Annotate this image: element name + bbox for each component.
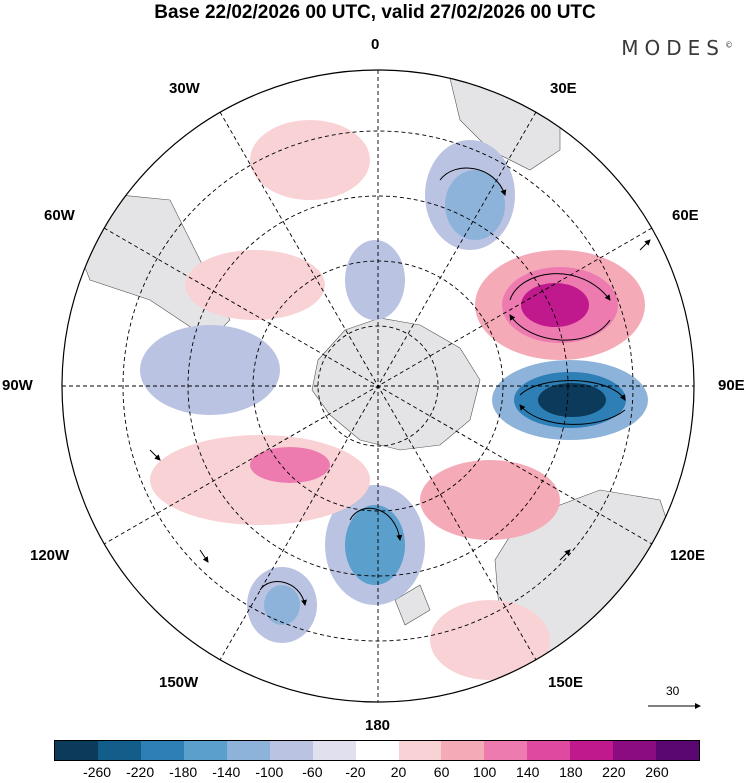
colorbar-tick-label: 220 (602, 764, 626, 780)
colorbar-tick-label: -180 (169, 764, 198, 780)
lon-label-150w: 150W (159, 674, 199, 691)
colorbar-swatch (312, 741, 356, 760)
colorbar-swatch (398, 741, 442, 760)
colorbar-swatch (656, 741, 700, 760)
brand-mark: © (725, 40, 733, 50)
map-border (61, 69, 695, 703)
colorbar-swatch (55, 741, 98, 760)
lon-label-0: 0 (371, 36, 380, 53)
colorbar-swatch (441, 741, 485, 760)
modes-logo: MODES© (621, 36, 733, 60)
colorbar-tick-label: -100 (255, 764, 284, 780)
colorbar-swatch (527, 741, 571, 760)
colorbar-tick-label: 140 (516, 764, 540, 780)
colorbar-swatch (613, 741, 657, 760)
colorbar-tick-label: -260 (83, 764, 112, 780)
wind-vectors (99, 119, 651, 606)
colorbar-swatch (570, 741, 614, 760)
lon-label-180: 180 (365, 717, 391, 734)
vector-reference: 30 (644, 684, 706, 716)
colorbar-tick-label: -140 (212, 764, 241, 780)
lon-label-120e: 120E (670, 547, 706, 564)
lon-label-60w: 60W (44, 207, 75, 224)
colorbar (54, 740, 700, 761)
new-zealand (394, 584, 431, 626)
lon-label-120w: 120W (30, 547, 70, 564)
lon-label-90e: 90E (718, 377, 745, 394)
lon-label-30w: 30W (169, 80, 200, 97)
lon-label-30e: 30E (550, 80, 577, 97)
colorbar-swatch (183, 741, 227, 760)
colorbar-tick-label: 60 (433, 764, 450, 780)
lon-label-90w: 90W (2, 377, 33, 394)
lon-label-150e: 150E (548, 674, 584, 691)
lon-label-60e: 60E (672, 207, 699, 224)
colorbar-swatch (140, 741, 184, 760)
colorbar-swatch (484, 741, 528, 760)
colorbar-swatch (355, 741, 399, 760)
graticule (62, 70, 694, 702)
colorbar-tick-label: 180 (559, 764, 583, 780)
colorbar-labels: -260 -220 -180 -140 -100 -60 -20 20 60 100 140 180 2… (0, 764, 750, 782)
vector-reference-value: 30 (666, 684, 680, 698)
colorbar-swatch (269, 741, 313, 760)
colorbar-tick-label: 100 (472, 764, 497, 780)
colorbar-swatch (226, 741, 270, 760)
south-america (69, 194, 231, 341)
map-disk (62, 70, 694, 702)
colorbar-tick-label: 260 (645, 764, 669, 780)
anomaly-fields (140, 120, 648, 680)
colorbar-tick-label: -60 (302, 764, 323, 780)
colorbar-swatch (97, 741, 141, 760)
colorbar-tick-label: -20 (345, 764, 366, 780)
colorbar-tick-label: 20 (390, 764, 407, 780)
map-title: Base 22/02/2026 00 UTC, valid 27/02/2026… (154, 2, 596, 23)
colorbar-tick-label: -220 (126, 764, 155, 780)
brand-text: MODES (621, 36, 725, 60)
